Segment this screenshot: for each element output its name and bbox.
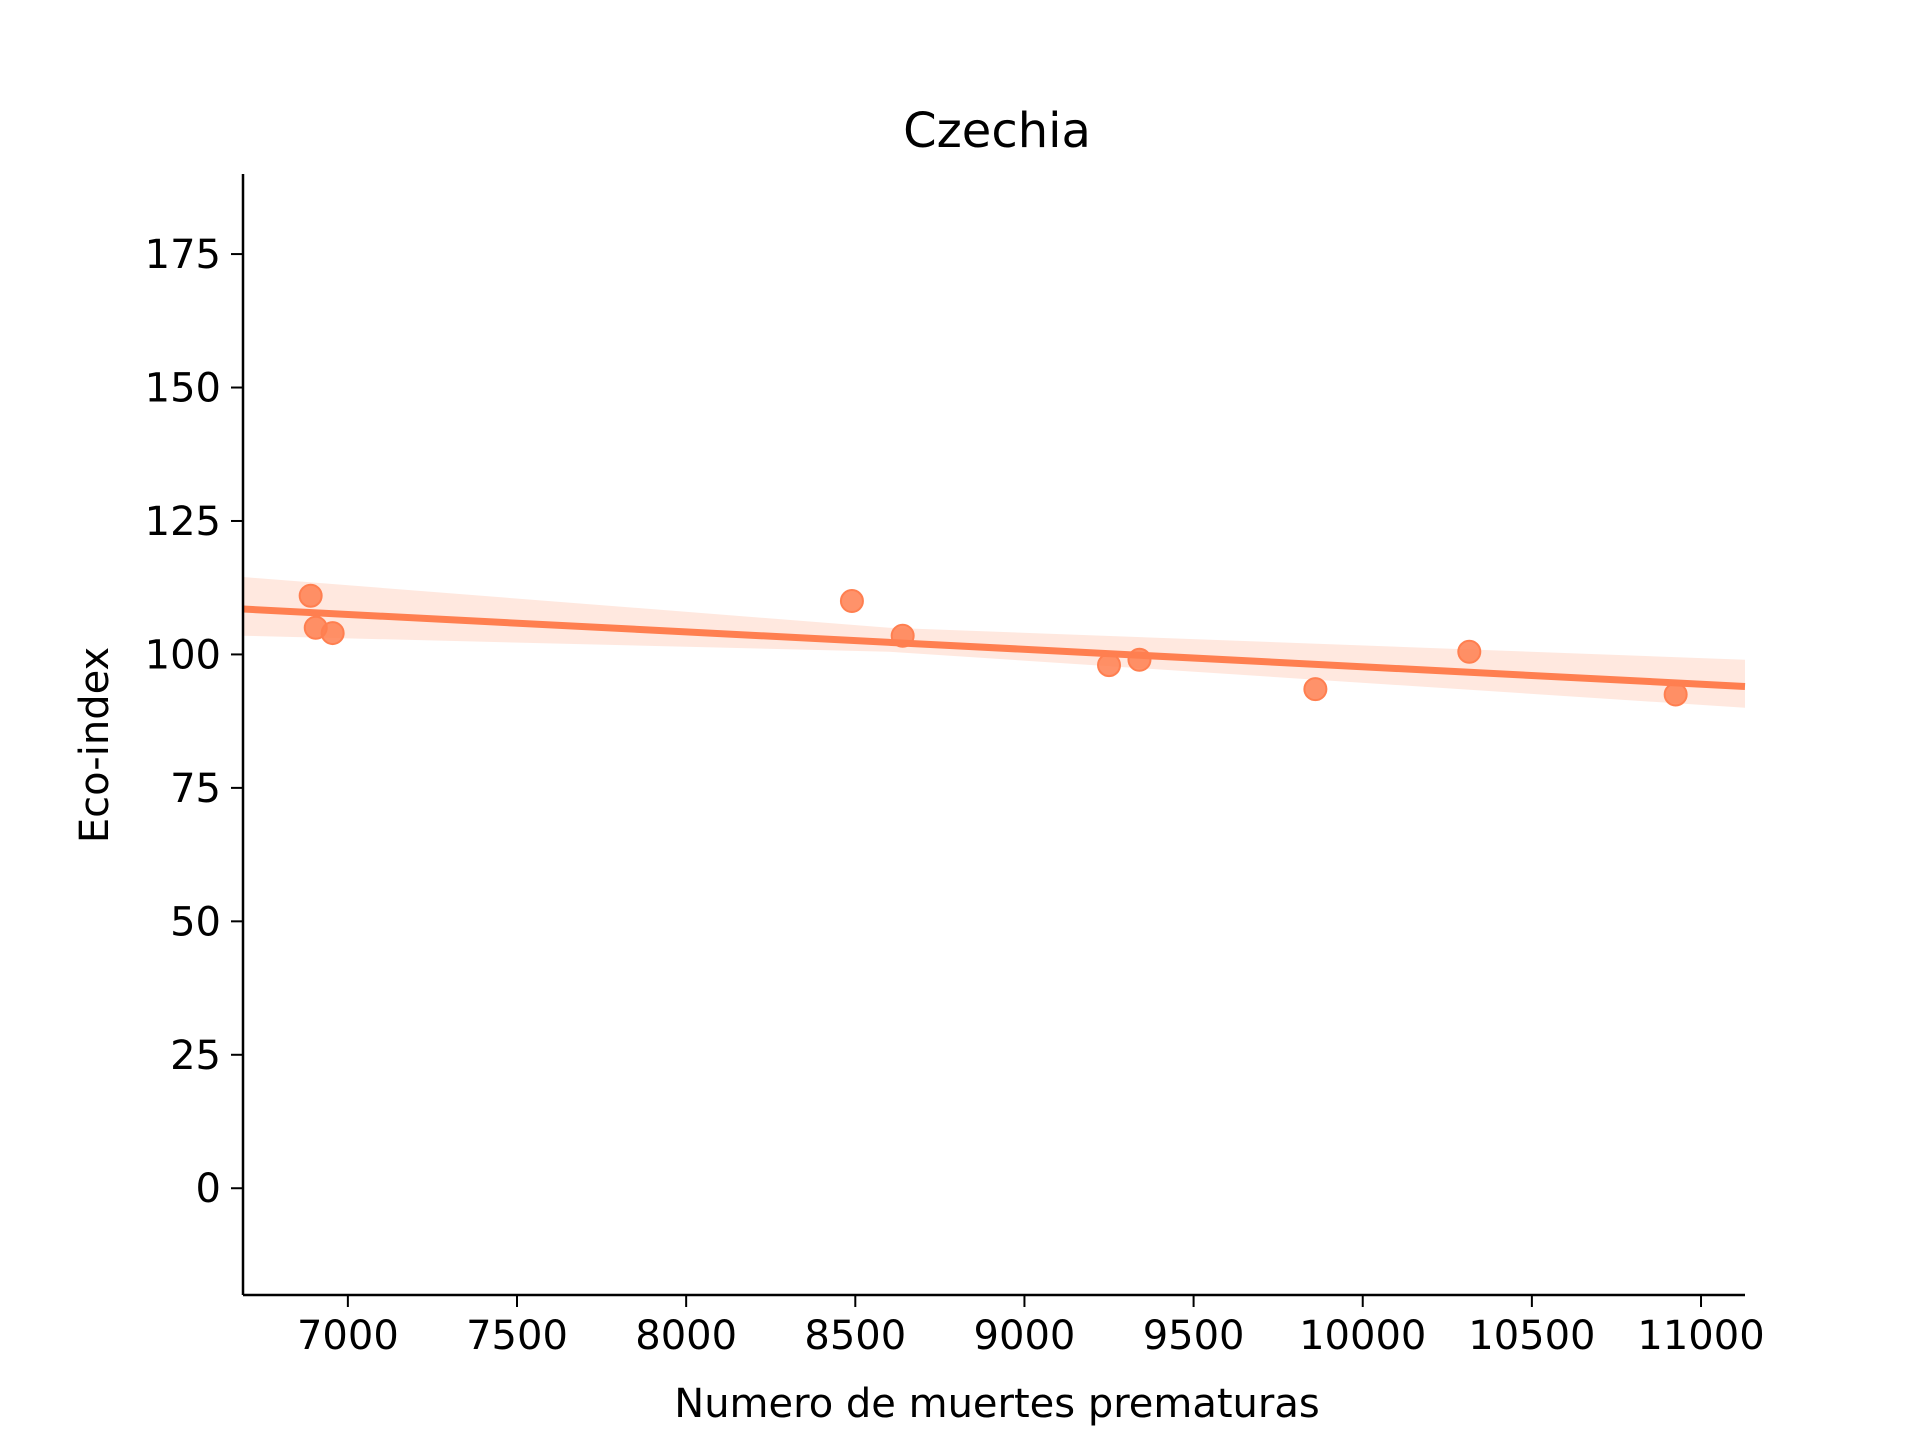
y-axis-title: Eco-index (72, 647, 118, 843)
data-point (1303, 677, 1328, 702)
data-point (1097, 653, 1122, 678)
y-tick-label: 125 (145, 499, 221, 545)
x-tick-label: 10500 (1468, 1313, 1595, 1359)
x-tick-label: 7500 (466, 1313, 568, 1359)
data-point (298, 583, 323, 608)
x-tick-label: 7000 (297, 1313, 399, 1359)
y-tick-label: 100 (145, 632, 221, 678)
x-tick-label: 8500 (804, 1313, 906, 1359)
data-point (1663, 682, 1688, 707)
y-tick-label: 0 (196, 1166, 221, 1212)
data-point (1457, 639, 1482, 664)
x-tick-label: 11000 (1637, 1313, 1764, 1359)
x-tick-label: 8000 (635, 1313, 737, 1359)
data-point (890, 623, 915, 648)
x-tick-label: 10000 (1299, 1313, 1426, 1359)
data-point (1127, 647, 1152, 672)
x-tick-label: 9000 (974, 1313, 1076, 1359)
y-tick-label: 150 (145, 366, 221, 412)
y-tick-label: 50 (170, 899, 221, 945)
y-tick-label: 25 (170, 1033, 221, 1079)
y-tick-label: 175 (145, 232, 221, 278)
chart-title: Czechia (903, 103, 1091, 159)
confidence-band (243, 577, 1745, 708)
data-point (320, 621, 345, 646)
data-point (839, 589, 864, 614)
y-tick-label: 75 (170, 766, 221, 812)
x-axis-title: Numero de muertes prematuras (674, 1381, 1319, 1427)
x-tick-label: 9500 (1143, 1313, 1245, 1359)
regression-line (242, 605, 1746, 690)
